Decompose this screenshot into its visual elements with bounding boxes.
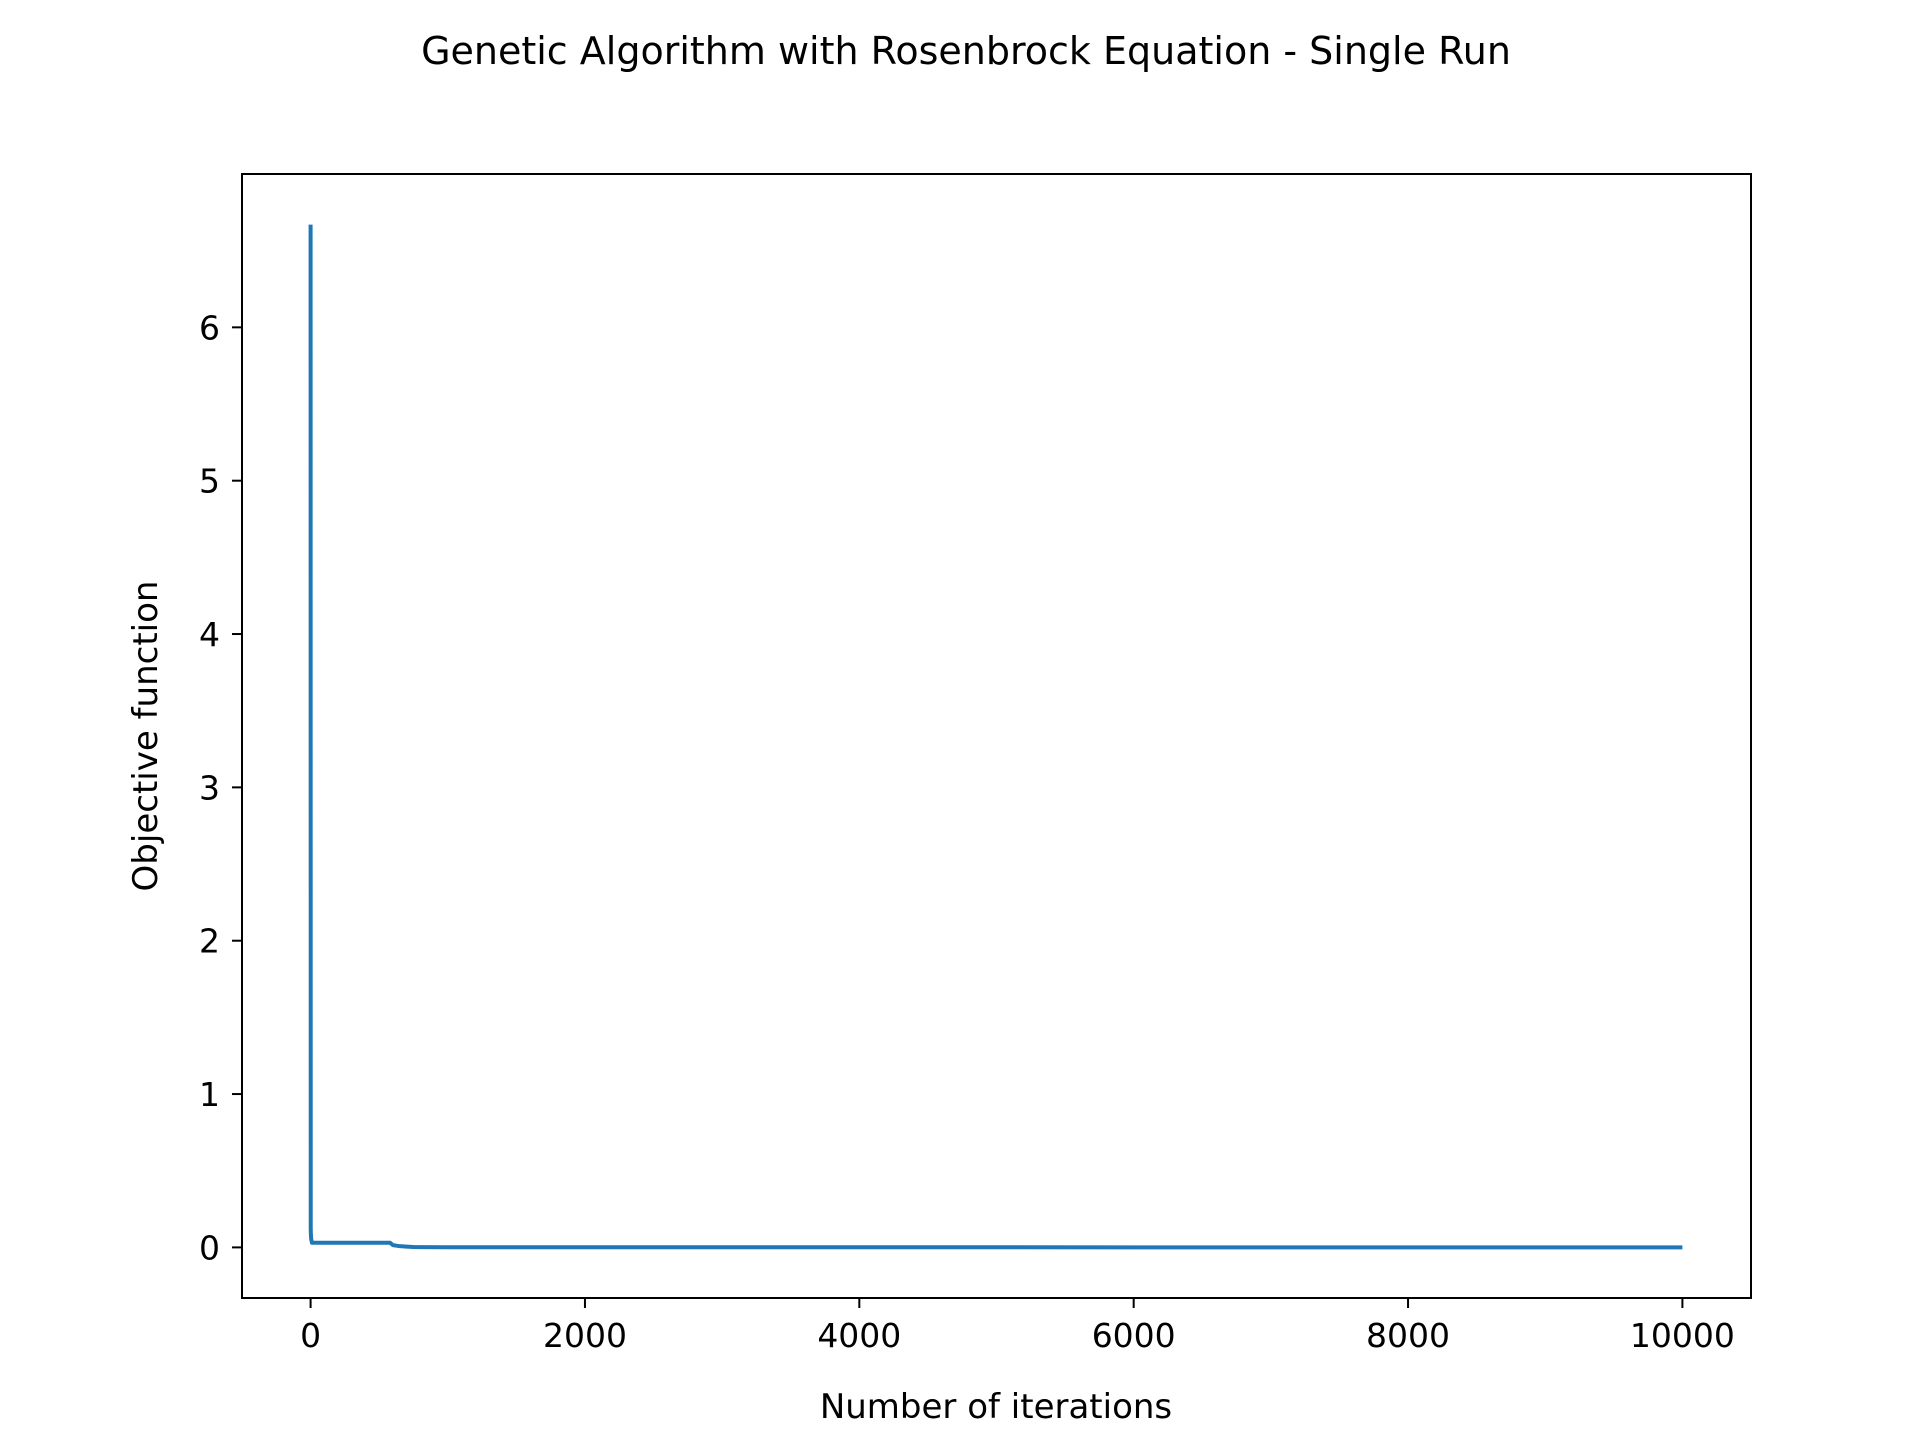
x-tick-label: 6000 (1092, 1316, 1176, 1355)
x-tick-label: 2000 (543, 1316, 627, 1355)
y-tick-label: 0 (199, 1228, 220, 1267)
series-line-0 (308, 224, 1683, 1250)
x-tick-label: 0 (300, 1316, 321, 1355)
x-axis-label: Number of iterations (820, 1387, 1172, 1427)
x-tick-label: 4000 (817, 1316, 901, 1355)
y-tick-label: 4 (199, 615, 220, 654)
y-tick-label: 5 (199, 462, 220, 501)
x-axis-ticks: 0 2000 4000 6000 8000 10000 (300, 1298, 1735, 1355)
y-tick-label: 1 (199, 1075, 220, 1114)
y-tick-label: 3 (199, 768, 220, 807)
axes-frame (241, 173, 1752, 1299)
chart-title: Genetic Algorithm with Rosenbrock Equati… (421, 29, 1511, 73)
y-axis-label: Objective function (126, 581, 166, 892)
x-tick-label: 10000 (1630, 1316, 1735, 1355)
y-axis-ticks: 0 1 2 3 4 5 6 (199, 308, 242, 1267)
series-layer (308, 224, 1683, 1250)
y-tick-label: 2 (199, 922, 220, 961)
y-tick-label: 6 (199, 308, 220, 347)
x-tick-label: 8000 (1366, 1316, 1450, 1355)
